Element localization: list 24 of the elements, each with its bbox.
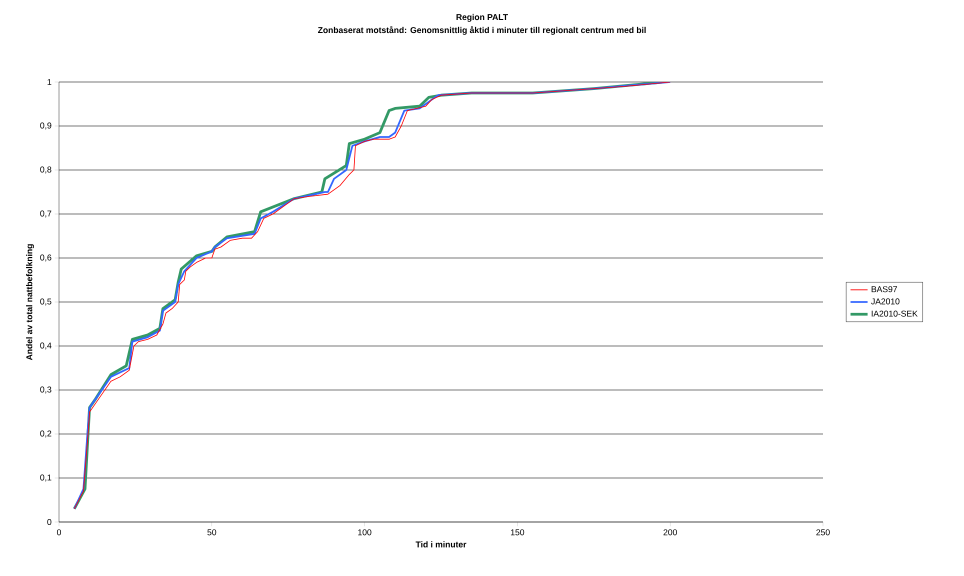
chart-subtitle: Zonbaserat motstånd: Genomsnittlig åktid i minuter till regionalt centrum med bil bbox=[318, 26, 646, 35]
x-tick-label: 150 bbox=[510, 529, 524, 536]
y-tick-label: 0,8 bbox=[40, 166, 52, 174]
x-tick-label: 100 bbox=[358, 529, 372, 536]
y-axis-title: Andel av total nattbefolkning bbox=[26, 244, 34, 360]
x-tick-label: 200 bbox=[664, 529, 677, 536]
legend-label: IA2010-SEK bbox=[872, 310, 918, 317]
y-tick-label: 0 bbox=[47, 519, 52, 526]
y-tick-label: 0,7 bbox=[40, 210, 52, 218]
y-tick-label: 0,4 bbox=[40, 342, 52, 350]
y-tick-label: 0,6 bbox=[40, 254, 52, 262]
x-tick-label: 0 bbox=[56, 529, 62, 536]
y-tick-label: 0,1 bbox=[40, 474, 52, 482]
y-tick-label: 0,9 bbox=[40, 122, 52, 130]
x-axis-title: Tid i minuter bbox=[416, 541, 466, 548]
legend-label: BAS97 bbox=[872, 286, 898, 292]
x-tick-label: 250 bbox=[816, 529, 830, 536]
y-tick-label: 1 bbox=[48, 79, 52, 85]
chart-title: Region PALT bbox=[456, 14, 508, 22]
x-tick-label: 50 bbox=[207, 529, 216, 536]
y-tick-label: 0,2 bbox=[40, 430, 52, 438]
y-tick-label: 0,3 bbox=[40, 386, 52, 394]
legend-label: JA2010 bbox=[871, 298, 900, 304]
y-tick-label: 0,5 bbox=[40, 298, 52, 306]
